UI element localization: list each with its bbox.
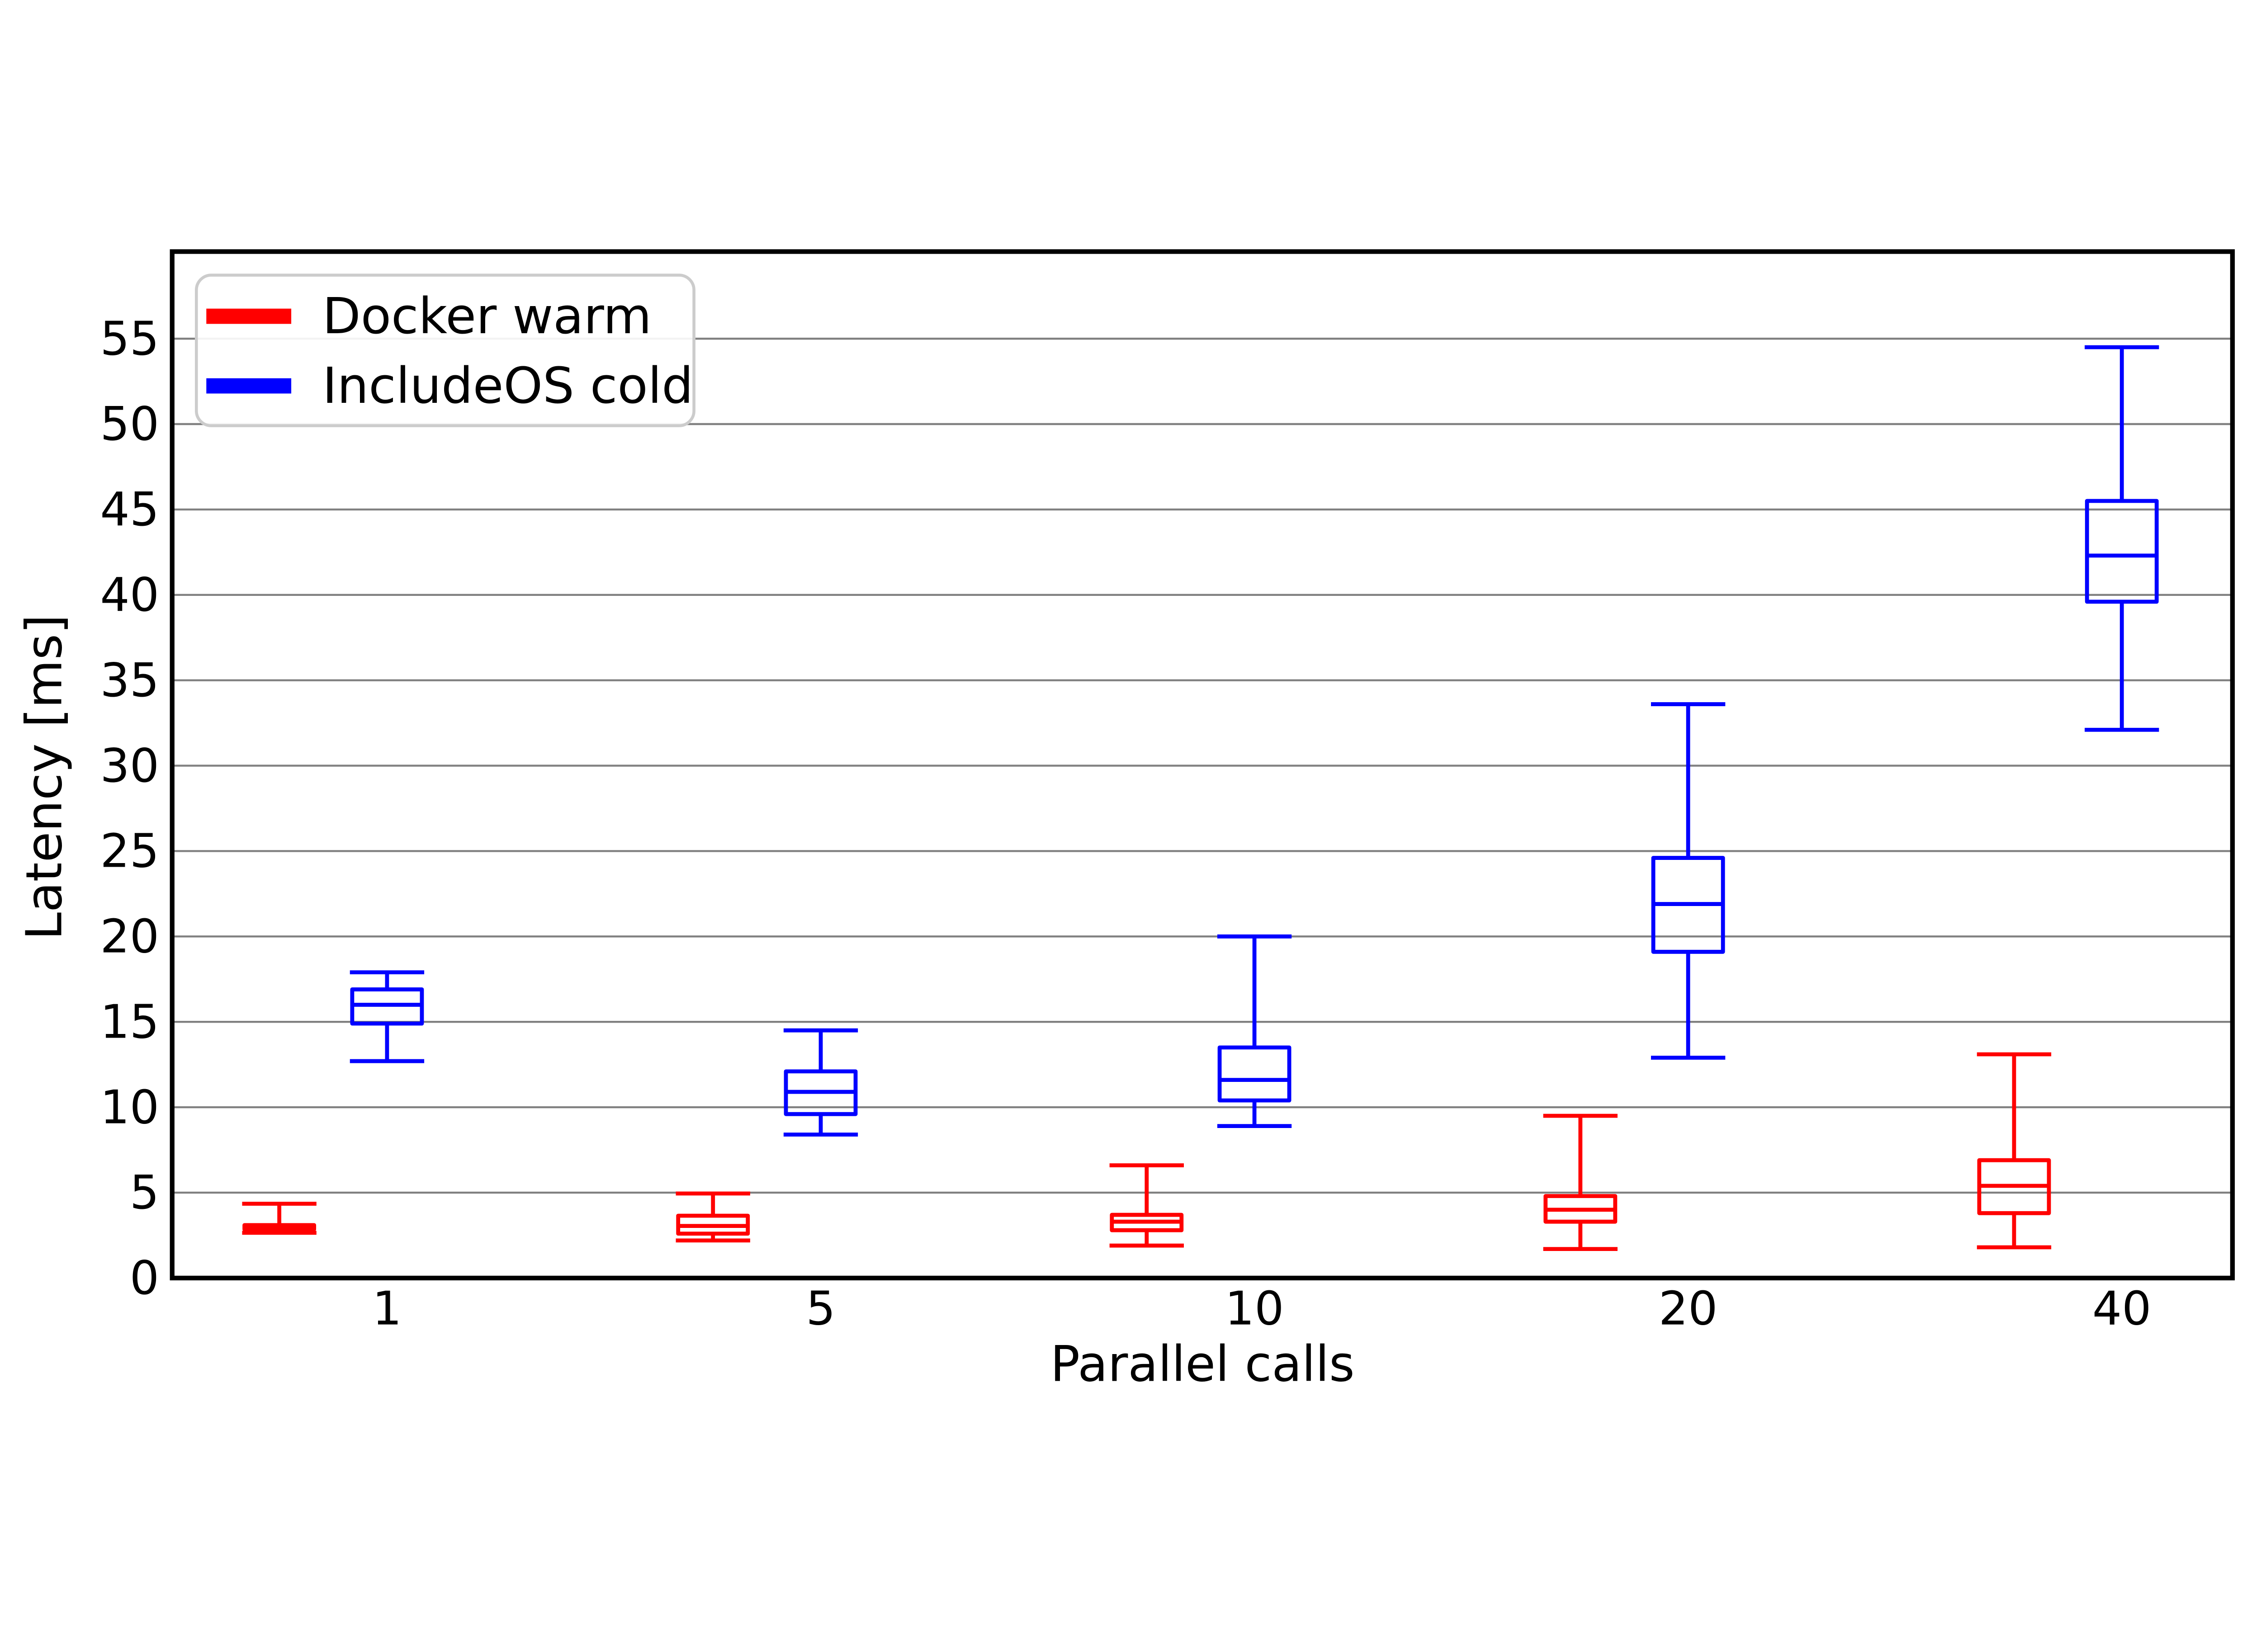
box-docker-warm-5	[676, 1191, 750, 1243]
legend-frame	[194, 274, 695, 427]
x-tick-label-40: 40	[2092, 1282, 2152, 1336]
y-tick-label-50: 50	[100, 397, 159, 451]
box-includeos-cold-40	[2085, 345, 2159, 732]
y-tick-label-15: 15	[100, 995, 159, 1049]
box-includeos-cold-10	[1217, 934, 1292, 1128]
series-docker-warm	[242, 1052, 2052, 1251]
box-docker-warm-10	[1109, 1163, 1184, 1248]
box-docker-warm-20	[1543, 1114, 1618, 1251]
legend-swatch-docker-warm	[206, 308, 292, 324]
y-tick-label-45: 45	[100, 483, 159, 537]
gridlines	[172, 337, 2233, 1194]
y-tick-label-0: 0	[130, 1251, 159, 1305]
y-tick-label-5: 5	[130, 1166, 159, 1220]
plot-border	[170, 249, 2235, 1280]
y-tick-label-30: 30	[100, 739, 159, 793]
y-tick-label-25: 25	[100, 825, 159, 878]
iqr-box	[2085, 499, 2159, 604]
x-tick-label-1: 1	[372, 1282, 402, 1336]
boxplot-series	[242, 345, 2159, 1251]
y-tick-label-55: 55	[100, 312, 159, 366]
box-includeos-cold-5	[783, 1028, 858, 1137]
box-docker-warm-1	[242, 1202, 317, 1235]
y-tick-label-20: 20	[100, 910, 159, 964]
box-includeos-cold-20	[1651, 702, 1726, 1060]
x-axis-label: Parallel calls	[1050, 1335, 1355, 1392]
iqr-box	[1217, 1045, 1291, 1103]
x-axis-tick-labels: 1 5 10 20 40	[372, 1282, 2151, 1336]
x-tick-label-5: 5	[806, 1282, 835, 1336]
y-tick-label-35: 35	[100, 654, 159, 708]
y-tick-label-10: 10	[100, 1081, 159, 1134]
legend-label-includeos-cold: IncludeOS cold	[322, 357, 693, 415]
box-includeos-cold-1	[350, 970, 425, 1063]
legend-label-docker-warm: Docker warm	[322, 287, 652, 345]
legend-swatch-includeos-cold	[206, 378, 292, 394]
x-tick-label-20: 20	[1659, 1282, 1718, 1336]
series-includeos-cold	[350, 345, 2159, 1137]
x-tick-label-10: 10	[1225, 1282, 1284, 1336]
box-docker-warm-40	[1977, 1052, 2052, 1250]
y-axis-label: Latency [ms]	[15, 614, 73, 940]
legend: Docker warm IncludeOS cold	[194, 274, 695, 427]
y-tick-label-40: 40	[100, 568, 159, 622]
y-axis-tick-labels: 0 5 10 15 20 25 30 35 40 45 50 55	[100, 312, 159, 1305]
